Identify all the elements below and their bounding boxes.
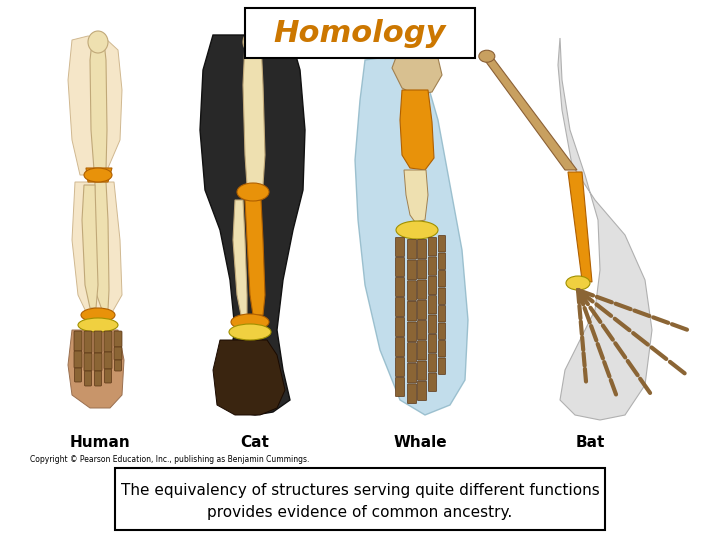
FancyBboxPatch shape [94, 353, 102, 371]
FancyBboxPatch shape [408, 384, 416, 403]
FancyBboxPatch shape [114, 331, 122, 347]
FancyBboxPatch shape [408, 260, 416, 280]
FancyBboxPatch shape [395, 377, 405, 396]
Text: Whale: Whale [393, 435, 447, 450]
FancyBboxPatch shape [428, 238, 436, 256]
Ellipse shape [84, 168, 112, 182]
Polygon shape [82, 185, 98, 308]
FancyBboxPatch shape [438, 253, 446, 269]
FancyBboxPatch shape [94, 371, 102, 386]
FancyBboxPatch shape [428, 373, 436, 392]
FancyBboxPatch shape [74, 351, 82, 368]
Ellipse shape [479, 50, 495, 62]
FancyBboxPatch shape [408, 281, 416, 300]
Text: Copyright © Pearson Education, Inc., publishing as Benjamin Cummings.: Copyright © Pearson Education, Inc., pub… [30, 455, 310, 464]
FancyBboxPatch shape [84, 353, 92, 371]
FancyBboxPatch shape [114, 347, 122, 360]
Ellipse shape [88, 31, 108, 53]
Text: Cat: Cat [240, 435, 269, 450]
Polygon shape [558, 38, 652, 420]
FancyBboxPatch shape [408, 240, 416, 259]
FancyBboxPatch shape [84, 371, 91, 386]
FancyBboxPatch shape [418, 240, 426, 259]
FancyBboxPatch shape [408, 363, 416, 383]
Ellipse shape [243, 31, 263, 53]
Ellipse shape [81, 308, 115, 322]
Polygon shape [68, 36, 122, 175]
FancyBboxPatch shape [418, 280, 426, 299]
Polygon shape [90, 42, 107, 170]
FancyBboxPatch shape [104, 352, 112, 369]
Ellipse shape [396, 221, 438, 239]
FancyBboxPatch shape [438, 271, 446, 287]
FancyBboxPatch shape [395, 258, 405, 276]
Polygon shape [400, 90, 434, 170]
Polygon shape [245, 200, 265, 315]
Polygon shape [72, 182, 122, 316]
FancyBboxPatch shape [438, 358, 446, 375]
Ellipse shape [566, 276, 590, 290]
FancyBboxPatch shape [428, 334, 436, 353]
FancyBboxPatch shape [408, 342, 416, 362]
Text: Bat: Bat [575, 435, 605, 450]
FancyBboxPatch shape [245, 8, 475, 58]
FancyBboxPatch shape [428, 315, 436, 333]
FancyBboxPatch shape [428, 276, 436, 295]
FancyBboxPatch shape [418, 300, 426, 320]
Ellipse shape [78, 318, 118, 332]
FancyBboxPatch shape [418, 381, 426, 401]
Ellipse shape [237, 183, 269, 201]
FancyBboxPatch shape [418, 260, 426, 279]
Polygon shape [233, 200, 247, 315]
FancyBboxPatch shape [94, 331, 102, 353]
Polygon shape [200, 35, 305, 415]
FancyBboxPatch shape [114, 360, 122, 371]
FancyBboxPatch shape [408, 322, 416, 342]
FancyBboxPatch shape [395, 357, 405, 376]
Polygon shape [243, 42, 265, 185]
Polygon shape [213, 340, 285, 415]
FancyBboxPatch shape [418, 341, 426, 360]
FancyBboxPatch shape [418, 361, 426, 380]
Polygon shape [392, 50, 442, 95]
Polygon shape [86, 168, 112, 182]
FancyBboxPatch shape [428, 257, 436, 275]
FancyBboxPatch shape [438, 323, 446, 340]
FancyBboxPatch shape [104, 331, 112, 352]
Polygon shape [94, 182, 109, 310]
FancyBboxPatch shape [418, 321, 426, 340]
Polygon shape [404, 170, 428, 222]
Text: Human: Human [70, 435, 130, 450]
Polygon shape [568, 172, 592, 282]
Polygon shape [68, 330, 124, 408]
Polygon shape [355, 55, 468, 415]
FancyBboxPatch shape [395, 278, 405, 296]
FancyBboxPatch shape [408, 301, 416, 321]
FancyBboxPatch shape [438, 235, 446, 252]
FancyBboxPatch shape [115, 468, 605, 530]
FancyBboxPatch shape [438, 288, 446, 305]
FancyBboxPatch shape [395, 338, 405, 356]
Text: Homology: Homology [274, 18, 446, 48]
Text: The equivalency of structures serving quite different functions: The equivalency of structures serving qu… [121, 483, 599, 497]
FancyBboxPatch shape [74, 331, 82, 351]
FancyBboxPatch shape [395, 298, 405, 316]
FancyBboxPatch shape [428, 295, 436, 314]
Ellipse shape [229, 324, 271, 340]
Ellipse shape [231, 314, 269, 330]
Text: provides evidence of common ancestry.: provides evidence of common ancestry. [207, 504, 513, 519]
FancyBboxPatch shape [438, 306, 446, 322]
FancyBboxPatch shape [428, 354, 436, 372]
FancyBboxPatch shape [104, 369, 112, 383]
Polygon shape [482, 56, 577, 170]
FancyBboxPatch shape [395, 238, 405, 256]
FancyBboxPatch shape [438, 341, 446, 357]
FancyBboxPatch shape [395, 318, 405, 336]
FancyBboxPatch shape [84, 331, 92, 353]
FancyBboxPatch shape [74, 368, 81, 382]
